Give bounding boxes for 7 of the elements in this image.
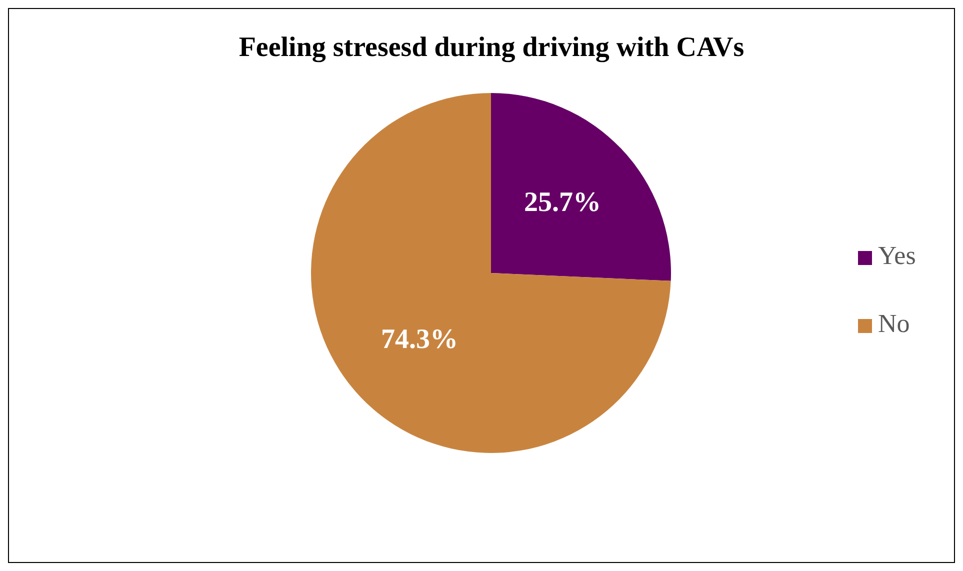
pie-slice: [491, 93, 671, 281]
legend-label: Yes: [878, 240, 916, 270]
data-label: 25.7%: [524, 186, 602, 218]
pie-slice: [311, 93, 671, 453]
chart-title: Feeling stresesd during driving with CAVs: [238, 32, 744, 63]
legend-label: No: [878, 308, 910, 338]
data-label: 74.3%: [380, 324, 458, 355]
